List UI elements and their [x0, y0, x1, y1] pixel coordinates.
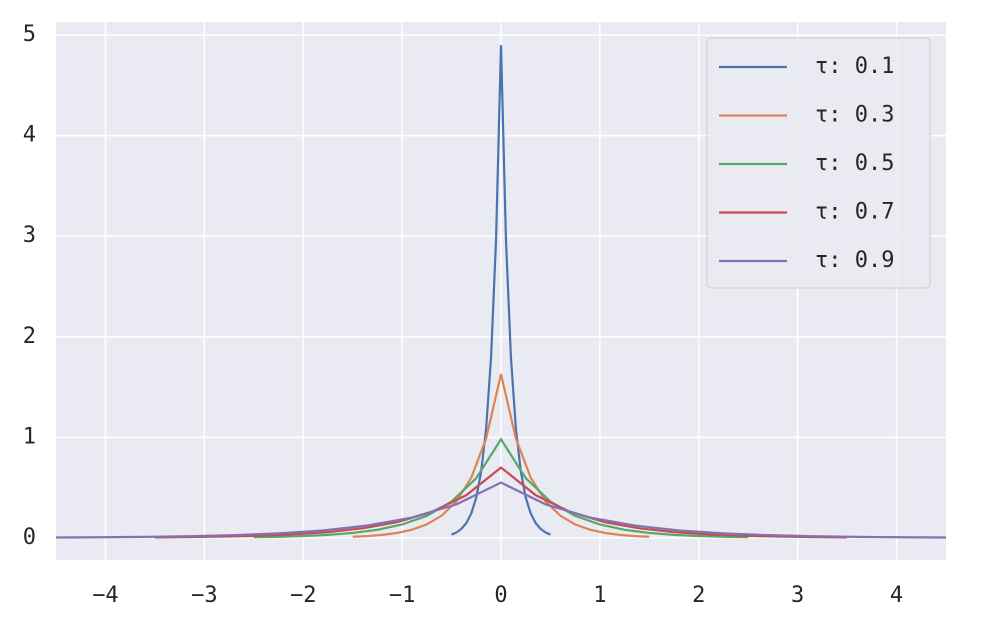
y-tick-label: 3 — [23, 223, 36, 248]
x-tick-label: 3 — [791, 583, 804, 608]
x-tick-label: 2 — [692, 583, 705, 608]
x-tick-label: −3 — [191, 583, 218, 608]
legend-label: τ: 0.5 — [815, 151, 894, 176]
x-tick-label: 0 — [494, 583, 507, 608]
line — [154, 466, 848, 539]
line — [253, 437, 749, 539]
legend: τ: 0.1 τ: 0.3 τ: 0.5 τ: 0.7 τ: 0.9 — [706, 37, 931, 289]
y-tick-label: 2 — [23, 324, 36, 349]
x-tick-label: 4 — [890, 583, 903, 608]
legend-box — [706, 37, 931, 289]
x-tick-label: 1 — [593, 583, 606, 608]
x-tick-label: −2 — [290, 583, 317, 608]
legend-label: τ: 0.9 — [815, 248, 894, 273]
x-tick-label: −1 — [389, 583, 416, 608]
legend-label: τ: 0.1 — [815, 54, 894, 79]
legend-label: τ: 0.3 — [815, 103, 894, 128]
legend-label: τ: 0.7 — [815, 200, 894, 225]
y-tick-label: 0 — [23, 525, 36, 550]
line — [55, 481, 947, 539]
line — [451, 45, 551, 536]
x-tick-label: −4 — [92, 583, 119, 608]
y-tick-label: 5 — [23, 22, 36, 47]
y-tick-label: 1 — [23, 424, 36, 449]
line — [352, 373, 650, 538]
y-tick-label: 4 — [23, 123, 36, 148]
